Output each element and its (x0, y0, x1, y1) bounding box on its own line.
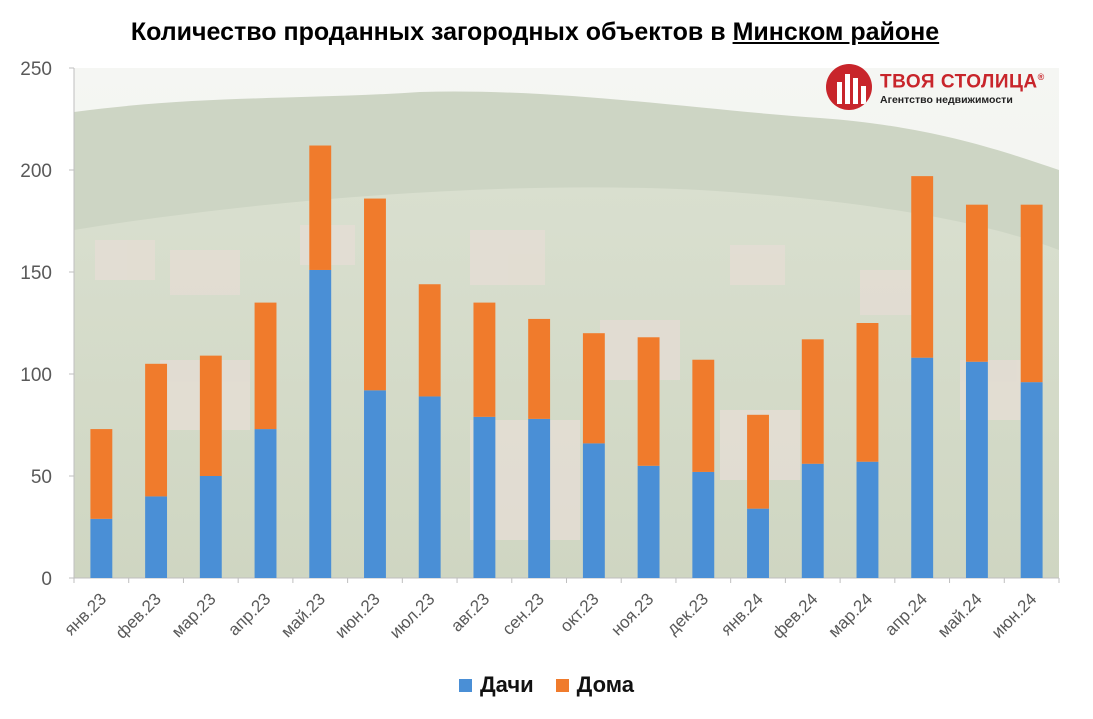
bar-doma (1020, 204, 1043, 383)
bar-dachi (528, 418, 551, 578)
bars (90, 145, 1043, 578)
x-tick-label: ноя.23 (607, 589, 657, 639)
x-tick-label: фев.23 (112, 589, 165, 642)
registered-mark: ® (1037, 72, 1045, 83)
x-tick-label: май.23 (277, 589, 329, 641)
bar-doma (637, 337, 660, 466)
bar-doma (856, 323, 879, 462)
x-tick-label: янв.24 (717, 589, 767, 639)
bar-dachi (856, 461, 879, 578)
x-tick-label: апр.23 (224, 589, 274, 639)
bar-dachi (637, 465, 660, 578)
x-tick-label: мар.23 (168, 589, 220, 641)
x-tick-label: сен.23 (498, 589, 547, 638)
bar-dachi (965, 361, 988, 578)
y-tick-label: 100 (20, 365, 52, 386)
bar-dachi (254, 429, 277, 578)
bar-dachi (1020, 382, 1043, 578)
y-tick-label: 250 (20, 59, 52, 80)
y-tick-label: 50 (31, 467, 52, 488)
x-tick-label: июл.23 (386, 589, 439, 642)
bar-dachi (582, 443, 605, 578)
bar-doma (199, 355, 222, 476)
legend-item-dachi: Дачи (459, 672, 534, 698)
bar-doma (965, 204, 988, 362)
x-tick-label: окт.23 (556, 589, 602, 635)
logo-tagline: Агентство недвижимости (880, 93, 1013, 106)
x-tick-label: авг.23 (447, 589, 493, 635)
bar-dachi (473, 416, 496, 578)
bar-doma (747, 414, 769, 509)
chart-title: Количество проданных загородных объектов… (0, 18, 1070, 47)
building-logo-icon (826, 64, 872, 110)
bar-dachi (801, 463, 824, 578)
bar-doma (911, 176, 934, 358)
bar-dachi (747, 508, 769, 578)
bar-doma (309, 145, 332, 270)
bar-dachi (199, 476, 222, 578)
bar-dachi (90, 518, 113, 578)
legend-swatch-dachi (459, 678, 472, 692)
x-tick-label: мар.24 (825, 589, 877, 641)
legend-item-doma: Дома (555, 672, 634, 698)
axes (69, 67, 1060, 583)
bar-doma (801, 339, 824, 464)
y-tick-label: 0 (41, 569, 52, 590)
x-tick-label: июн.24 (988, 589, 1041, 642)
legend-swatch-doma (555, 678, 569, 692)
bar-doma (418, 284, 441, 397)
x-tick-label: дек.23 (663, 589, 712, 638)
logo-name: ТВОЯ СТОЛИЦА® (880, 67, 1045, 92)
x-tick-label: май.24 (934, 589, 986, 641)
bar-doma (254, 302, 277, 430)
bar-doma (473, 302, 496, 417)
x-tick-label: фев.24 (768, 589, 821, 642)
x-tick-label: июн.23 (331, 589, 384, 642)
bar-dachi (145, 496, 168, 578)
x-tick-label: апр.24 (881, 589, 931, 639)
legend-label-dachi: Дачи (480, 672, 534, 697)
bar-dachi (911, 357, 934, 578)
chart-title-underlined: Минском районе (732, 18, 940, 46)
bar-doma (582, 333, 605, 444)
bar-doma (692, 359, 715, 472)
bar-dachi (692, 471, 715, 578)
bar-doma (90, 429, 113, 519)
y-tick-label: 150 (20, 263, 52, 284)
legend-label-doma: Дома (576, 672, 634, 697)
chart-title-text: Количество проданных загородных объектов… (130, 18, 733, 46)
x-tick-label: янв.23 (61, 589, 111, 639)
bar-doma (145, 363, 168, 497)
bar-doma (528, 318, 551, 419)
bar-dachi (364, 390, 386, 578)
bar-dachi (309, 269, 332, 578)
bar-doma (364, 198, 386, 391)
logo-name-text: ТВОЯ СТОЛИЦА (880, 71, 1038, 93)
legend: Дачи Дома (0, 672, 1093, 698)
agency-logo: ТВОЯ СТОЛИЦА® Агентство недвижимости (826, 64, 1066, 110)
bar-dachi (418, 396, 441, 578)
y-tick-label: 200 (20, 161, 52, 182)
